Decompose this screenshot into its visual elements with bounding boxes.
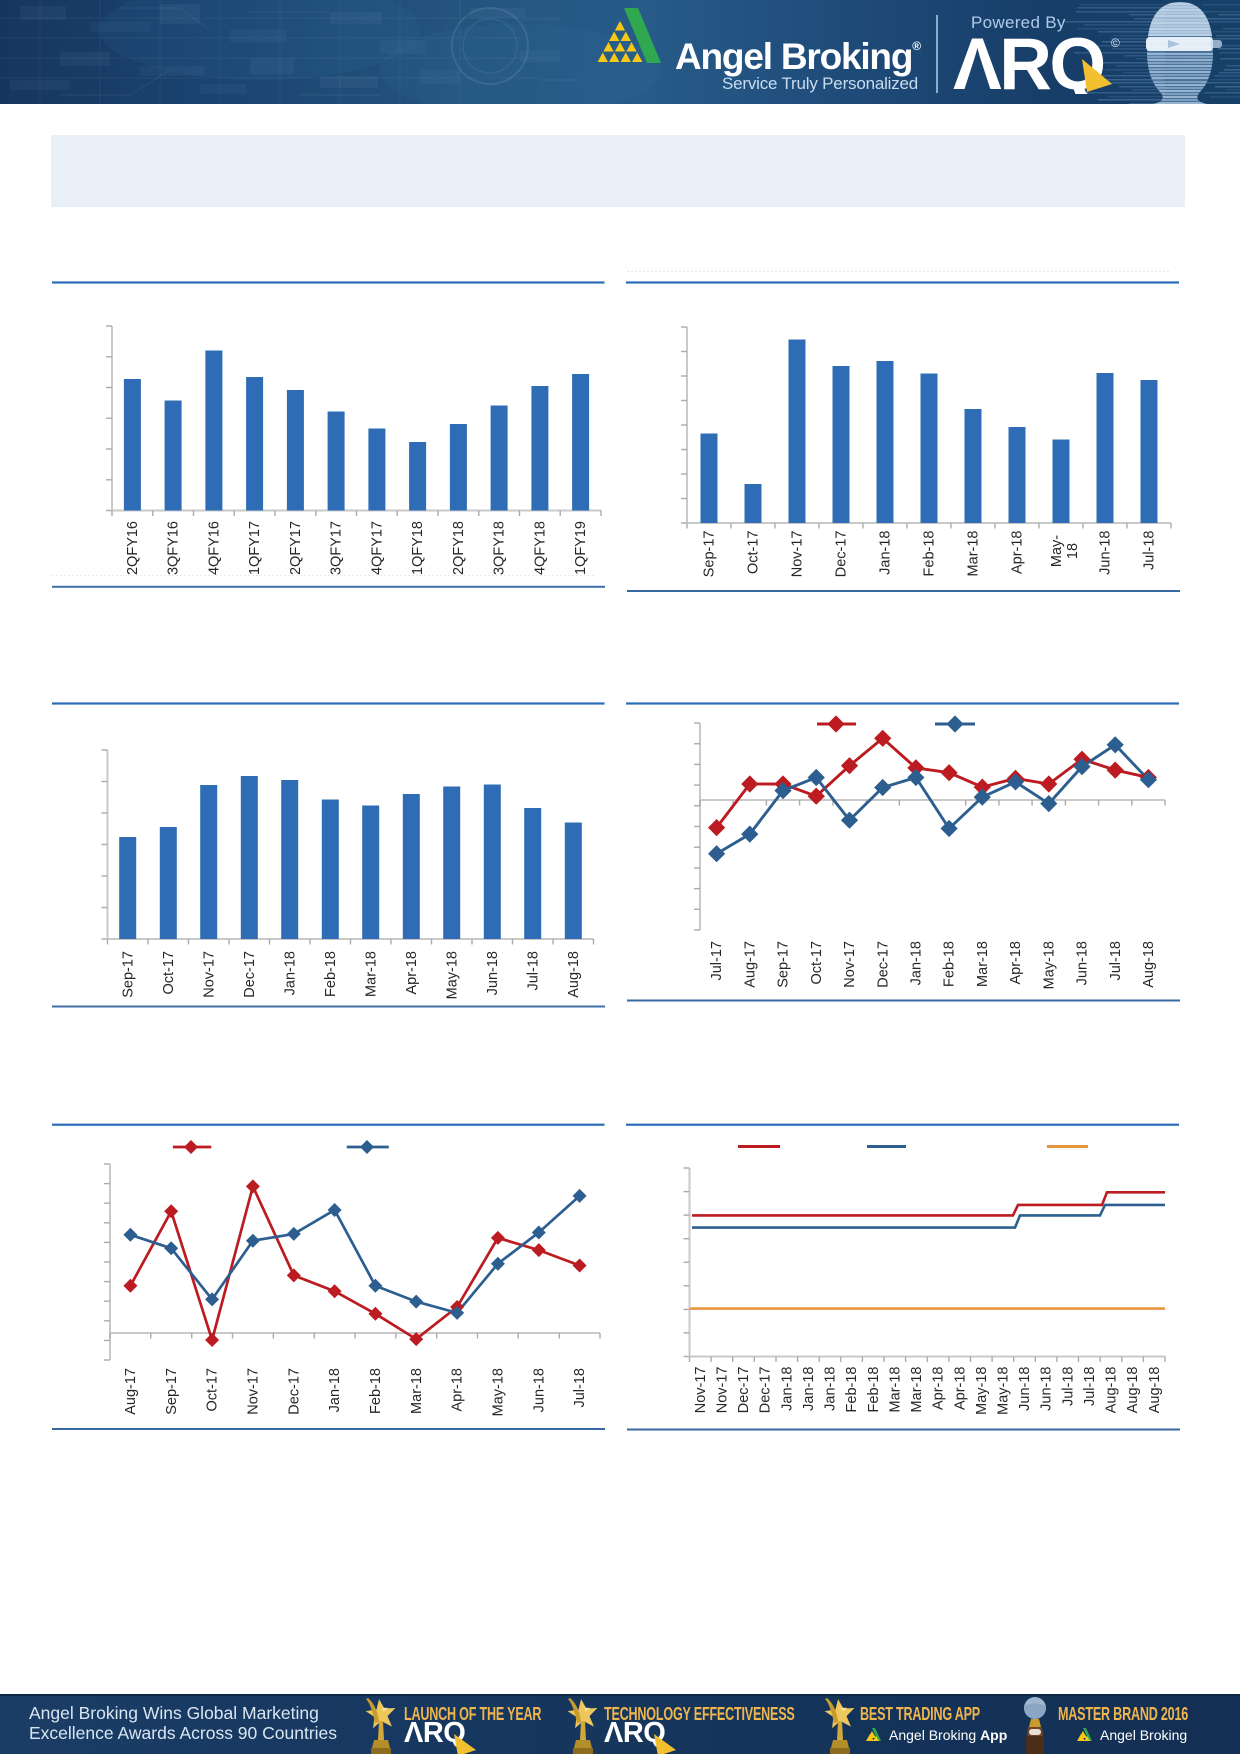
svg-text:May-18: May-18 (444, 951, 460, 999)
svg-text:May-18: May-18 (1041, 941, 1057, 989)
svg-text:Jul-18: Jul-18 (572, 1368, 588, 1408)
svg-text:Dec-17: Dec-17 (286, 1368, 302, 1415)
svg-text:2QFY17: 2QFY17 (288, 521, 304, 575)
svg-text:Nov-17: Nov-17 (693, 1367, 709, 1414)
svg-text:Apr-18: Apr-18 (404, 951, 420, 995)
svg-text:Sep-17: Sep-17 (164, 1368, 180, 1415)
svg-text:3QFY18: 3QFY18 (492, 521, 508, 575)
svg-text:Dec-17: Dec-17 (875, 941, 891, 988)
svg-text:Apr-18: Apr-18 (1008, 941, 1024, 985)
svg-text:May-18: May-18 (996, 1367, 1012, 1415)
svg-text:2QFY16: 2QFY16 (125, 521, 141, 575)
svg-text:Mar-18: Mar-18 (409, 1368, 425, 1414)
svg-text:Jan-18: Jan-18 (327, 1368, 343, 1412)
svg-text:Jun-18: Jun-18 (1039, 1367, 1055, 1411)
svg-text:Aug-18: Aug-18 (1147, 1367, 1163, 1414)
svg-text:3QFY17: 3QFY17 (329, 521, 345, 575)
svg-text:Jul-18: Jul-18 (525, 951, 541, 991)
svg-text:Jan-18: Jan-18 (779, 1367, 795, 1411)
svg-text:Feb-18: Feb-18 (942, 941, 958, 987)
svg-text:Nov-17: Nov-17 (715, 1367, 731, 1414)
svg-text:Dec-17: Dec-17 (736, 1367, 752, 1414)
svg-text:Mar-18: Mar-18 (363, 951, 379, 997)
svg-text:Mar-18: Mar-18 (966, 531, 982, 577)
svg-text:18: 18 (1065, 543, 1081, 559)
svg-text:Aug-18: Aug-18 (566, 951, 582, 998)
svg-text:Mar-18: Mar-18 (909, 1367, 925, 1413)
svg-text:Jan-18: Jan-18 (823, 1367, 839, 1411)
svg-text:Aug-18: Aug-18 (1141, 941, 1157, 988)
svg-text:Jun-18: Jun-18 (1098, 531, 1114, 575)
svg-text:Jul-17: Jul-17 (709, 941, 725, 981)
svg-text:Jun-18: Jun-18 (485, 951, 501, 995)
svg-text:Dec-17: Dec-17 (242, 951, 258, 998)
svg-text:Aug-18: Aug-18 (1125, 1367, 1141, 1414)
svg-text:Nov-17: Nov-17 (842, 941, 858, 988)
svg-text:Jul-18: Jul-18 (1060, 1367, 1076, 1407)
svg-text:May-18: May-18 (974, 1367, 990, 1415)
svg-text:Dec-17: Dec-17 (834, 531, 850, 578)
svg-text:May-18: May-18 (490, 1368, 506, 1416)
svg-text:Jul-18: Jul-18 (1082, 1367, 1098, 1407)
svg-text:Nov-17: Nov-17 (790, 531, 806, 578)
svg-text:Aug-17: Aug-17 (123, 1368, 139, 1415)
svg-text:1QFY17: 1QFY17 (247, 521, 263, 575)
svg-text:Dec-17: Dec-17 (758, 1367, 774, 1414)
svg-text:Nov-17: Nov-17 (201, 951, 217, 998)
svg-text:Jan-18: Jan-18 (801, 1367, 817, 1411)
svg-text:Mar-18: Mar-18 (975, 941, 991, 987)
svg-text:Mar-18: Mar-18 (887, 1367, 903, 1413)
svg-text:4QFY16: 4QFY16 (206, 521, 222, 575)
svg-text:Feb-18: Feb-18 (866, 1367, 882, 1413)
svg-text:Apr-18: Apr-18 (931, 1367, 947, 1411)
svg-text:Oct-17: Oct-17 (205, 1368, 221, 1412)
svg-text:May-: May- (1049, 535, 1065, 567)
svg-text:Sep-17: Sep-17 (702, 531, 718, 578)
svg-text:Jun-18: Jun-18 (1075, 941, 1091, 985)
svg-text:Feb-18: Feb-18 (922, 531, 938, 577)
svg-text:4QFY18: 4QFY18 (533, 521, 549, 575)
svg-text:Apr-18: Apr-18 (952, 1367, 968, 1411)
svg-text:Jul-18: Jul-18 (1142, 531, 1158, 571)
svg-text:Jul-18: Jul-18 (1108, 941, 1124, 981)
svg-text:Jan-18: Jan-18 (909, 941, 925, 985)
svg-text:Aug-17: Aug-17 (742, 941, 758, 988)
svg-text:Feb-18: Feb-18 (368, 1368, 384, 1414)
svg-text:Jan-18: Jan-18 (282, 951, 298, 995)
svg-text:Oct-17: Oct-17 (161, 951, 177, 995)
svg-text:Oct-17: Oct-17 (809, 941, 825, 985)
svg-text:Jun-18: Jun-18 (531, 1368, 547, 1412)
svg-text:Jun-18: Jun-18 (1017, 1367, 1033, 1411)
svg-text:Nov-17: Nov-17 (245, 1368, 261, 1415)
svg-text:4QFY17: 4QFY17 (369, 521, 385, 575)
svg-text:Feb-18: Feb-18 (323, 951, 339, 997)
svg-text:Sep-17: Sep-17 (120, 951, 136, 998)
svg-text:1QFY19: 1QFY19 (573, 521, 589, 575)
svg-text:Aug-18: Aug-18 (1104, 1367, 1120, 1414)
svg-text:Apr-18: Apr-18 (450, 1368, 466, 1412)
svg-text:Jan-18: Jan-18 (878, 531, 894, 575)
svg-text:Sep-17: Sep-17 (776, 941, 792, 988)
svg-text:Oct-17: Oct-17 (746, 531, 762, 575)
svg-text:1QFY18: 1QFY18 (410, 521, 426, 575)
svg-text:3QFY16: 3QFY16 (166, 521, 182, 575)
svg-text:Feb-18: Feb-18 (844, 1367, 860, 1413)
svg-text:2QFY18: 2QFY18 (451, 521, 467, 575)
svg-text:Apr-18: Apr-18 (1010, 531, 1026, 575)
